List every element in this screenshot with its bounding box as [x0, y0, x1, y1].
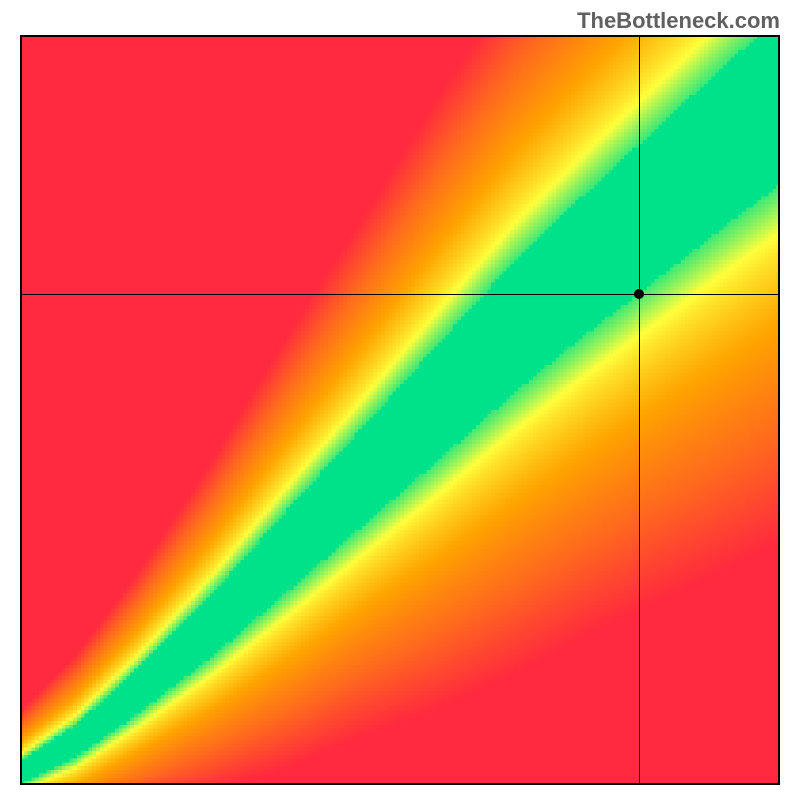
intersection-marker [634, 289, 644, 299]
plot-frame [20, 35, 780, 785]
watermark-text: TheBottleneck.com [577, 8, 780, 34]
crosshair-vertical [639, 35, 640, 785]
crosshair-horizontal [20, 294, 780, 295]
